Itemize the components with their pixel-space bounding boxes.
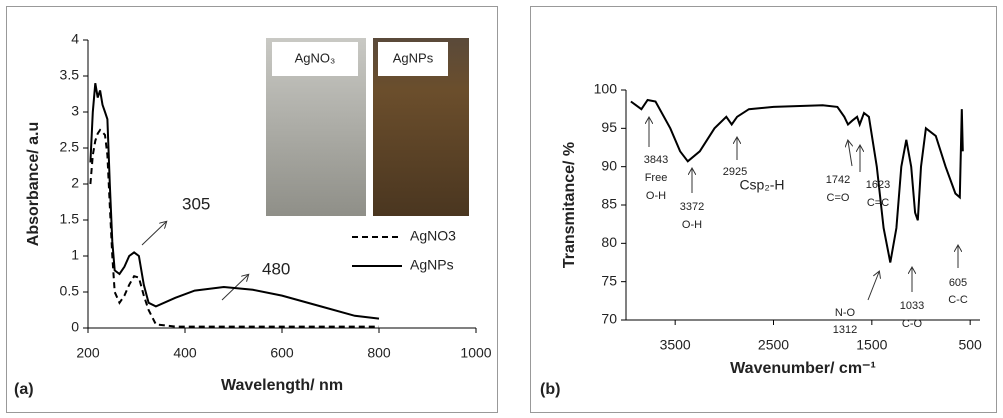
x-tick-label: 2500 xyxy=(758,337,789,353)
annotation: 1033 xyxy=(900,300,924,312)
annotation: O-H xyxy=(682,219,702,231)
panel-label: (b) xyxy=(540,381,560,398)
y-tick-label: 100 xyxy=(594,81,618,97)
annotation: 605 xyxy=(949,277,967,289)
panel-frame xyxy=(530,6,997,413)
x-tick-label: 400 xyxy=(173,345,197,361)
annotation: 3372 xyxy=(680,201,704,213)
panel-label: (a) xyxy=(14,381,34,398)
x-tick-label: 800 xyxy=(367,345,391,361)
y-tick-label: 1 xyxy=(71,247,79,263)
y-tick-label: 0 xyxy=(71,319,79,335)
inset-label-box xyxy=(272,42,358,76)
series-line xyxy=(89,128,379,328)
y-tick-label: 4 xyxy=(71,31,79,47)
y-axis-title: Absorbance/ a.u xyxy=(25,122,42,246)
y-tick-label: 70 xyxy=(601,311,617,327)
legend-label: AgNO3 xyxy=(410,228,456,244)
x-tick-label: 500 xyxy=(958,337,982,353)
inset-label-box xyxy=(378,42,448,76)
y-tick-label: 2 xyxy=(71,175,79,191)
annotation: Csp₂-H xyxy=(739,177,784,193)
series-line xyxy=(630,98,964,263)
legend-label: AgNPs xyxy=(410,257,454,273)
annotation: N-O xyxy=(835,307,856,319)
y-tick-label: 1.5 xyxy=(60,211,80,227)
arrow xyxy=(141,222,166,246)
y-tick-label: 95 xyxy=(601,119,617,135)
x-tick-label: 200 xyxy=(76,345,100,361)
annotation: O-H xyxy=(646,190,666,202)
annotation: C-O xyxy=(902,318,923,330)
x-tick-label: 3500 xyxy=(660,337,691,353)
annotation: 305 xyxy=(182,194,210,213)
annotation: 480 xyxy=(262,259,290,278)
inset-label: AgNO₃ xyxy=(295,50,336,65)
annotation: 2925 xyxy=(723,166,747,178)
series-line xyxy=(89,83,380,320)
annotation: 1623 xyxy=(866,179,890,191)
y-tick-label: 75 xyxy=(601,272,617,288)
x-tick-label: 600 xyxy=(270,345,294,361)
inset-label: AgNPs xyxy=(393,50,434,65)
y-tick-label: 80 xyxy=(601,234,617,250)
x-axis-title: Wavelength/ nm xyxy=(221,377,343,394)
panel-frame xyxy=(6,6,498,413)
y-tick-label: 85 xyxy=(601,196,617,212)
x-tick-label: 1000 xyxy=(460,345,491,361)
y-tick-label: 3 xyxy=(71,103,79,119)
x-tick-label: 1500 xyxy=(856,337,887,353)
y-tick-label: 90 xyxy=(601,157,617,173)
y-tick-label: 3.5 xyxy=(60,67,80,83)
annotation: C=C xyxy=(867,197,889,209)
annotation: 1312 xyxy=(833,324,857,336)
y-tick-label: 2.5 xyxy=(60,139,80,155)
annotation: 3843 xyxy=(644,154,668,166)
y-tick-label: 0.5 xyxy=(60,283,80,299)
annotation: C=O xyxy=(827,192,850,204)
y-axis-title: Transmitance/ % xyxy=(561,142,578,268)
annotation: Free xyxy=(645,172,668,184)
annotation: C-C xyxy=(948,294,968,306)
annotation: 1742 xyxy=(826,174,850,186)
x-axis-title: Wavenumber/ cm⁻¹ xyxy=(730,360,876,377)
arrows xyxy=(649,118,958,301)
